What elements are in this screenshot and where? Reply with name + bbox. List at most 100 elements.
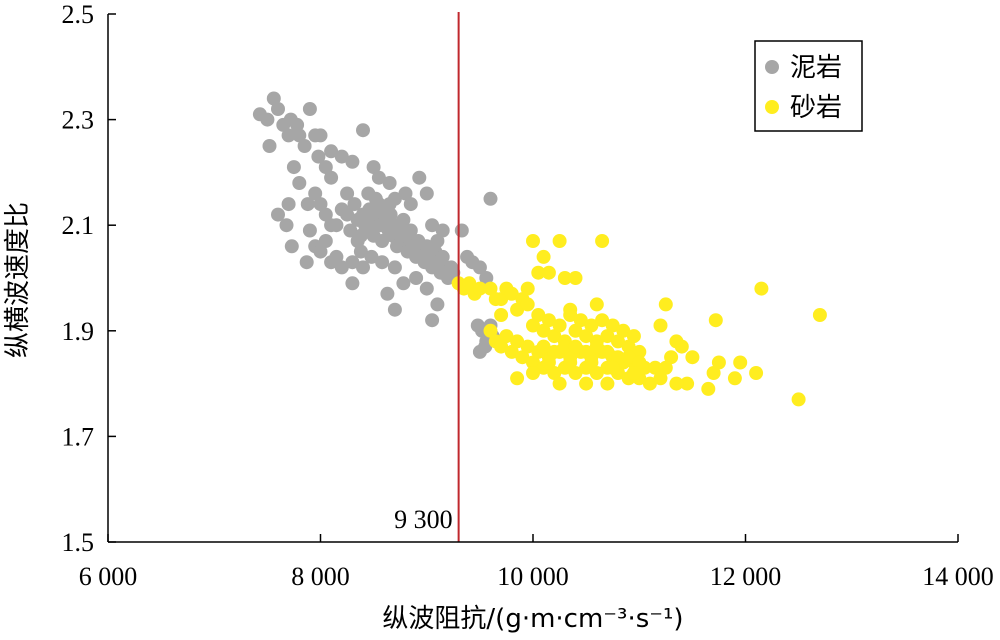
mudstone-point [387, 260, 402, 275]
mudstone-point [297, 139, 312, 153]
mudstone-point [334, 149, 349, 164]
sandstone-point [568, 366, 583, 380]
mudstone-point [396, 276, 411, 291]
sandstone-point [563, 302, 578, 317]
sandstone-point [520, 297, 535, 312]
mudstone-point [478, 339, 493, 354]
mudstone-point [300, 197, 315, 212]
mudstone-point [454, 223, 469, 238]
sandstone-point [664, 350, 679, 365]
sandstone-point [708, 313, 723, 328]
mudstone-point [286, 160, 301, 175]
mudstone-point [396, 212, 411, 227]
mudstone-point [350, 234, 365, 248]
sandstone-point [547, 329, 562, 344]
sandstone-point [626, 329, 641, 344]
mudstone-point [446, 265, 461, 280]
x-tick-label: 14 000 [922, 562, 994, 591]
sandstone-point [669, 376, 684, 391]
y-tick-label: 1.7 [62, 422, 95, 451]
y-tick-label: 1.9 [62, 317, 95, 346]
sandstone-point [658, 297, 673, 312]
sandstone-point [526, 366, 540, 380]
mudstone-point [340, 207, 355, 222]
mudstone-point [353, 244, 368, 259]
mudstone-point [403, 223, 418, 238]
sandstone-point [494, 308, 509, 322]
mudstone-point [281, 128, 296, 143]
mudstone-point [302, 102, 317, 116]
mudstone-point [371, 197, 386, 212]
sandstone-point [510, 334, 525, 349]
sandstone-point [504, 344, 519, 359]
sandstone-point [483, 281, 498, 296]
x-ticks: 6 000 8 000 10 000 12 000 14 000 [79, 534, 994, 591]
mudstone-point [366, 160, 381, 175]
sandstone-point [621, 350, 636, 365]
sandstone-point [510, 302, 525, 317]
sandstone-point [727, 371, 742, 386]
mudstone-point [299, 255, 314, 270]
x-tick-label: 12 000 [710, 562, 782, 591]
sandstone-point [552, 234, 567, 248]
mudstone-point [345, 255, 360, 270]
sandstone-point [526, 318, 540, 333]
mudstone-point [313, 197, 328, 212]
y-tick-label: 2.3 [62, 106, 95, 135]
sandstone-point [600, 344, 615, 359]
mudstone-point [266, 91, 281, 106]
x-tick-label: 10 000 [497, 562, 569, 591]
sandstone-point [541, 313, 556, 328]
sandstone-point [573, 313, 588, 328]
sandstone-point [653, 371, 668, 386]
sandstone-point [685, 350, 700, 365]
sandstone-point [515, 350, 530, 365]
mudstone-point [472, 260, 487, 275]
mudstone-point [398, 186, 413, 201]
sandstone-point [653, 318, 668, 333]
mudstone-point [479, 271, 494, 285]
sandstone-point [595, 234, 610, 248]
sandstone-point [579, 329, 594, 344]
sandstone-point [536, 249, 551, 264]
mudstone-point [425, 218, 440, 233]
sandstone-point [552, 318, 567, 333]
sandstone-point [632, 355, 647, 370]
mudstone-point [329, 249, 344, 264]
y-tick-label: 2.1 [62, 211, 95, 240]
sandstone-point [531, 265, 546, 280]
mudstone-point [380, 286, 395, 301]
sandstone-point [616, 323, 631, 338]
sandstone-point [557, 271, 572, 285]
sandstone-point [595, 313, 610, 328]
sandstone-point [536, 339, 551, 354]
legend-label-mudstone: 泥岩 [790, 53, 842, 83]
sandstone-point [791, 392, 806, 407]
sandstone-point [552, 376, 567, 391]
sandstone-point [584, 355, 599, 370]
mudstone-point [343, 223, 358, 238]
sandstone-point [499, 329, 514, 344]
legend-label-sandstone: 砂岩 [790, 93, 842, 123]
sandstone-point [754, 281, 769, 296]
mudstone-point [281, 197, 296, 212]
y-tick-label: 2.5 [62, 0, 95, 29]
sandstone-point [589, 366, 604, 380]
mudstone-point [334, 260, 349, 275]
sandstone-point [749, 366, 764, 380]
sandstone-point [541, 355, 556, 370]
mudstone-point [409, 271, 424, 285]
mudstone-point [318, 207, 333, 222]
mudstone-point [329, 218, 344, 233]
mudstone-point [313, 244, 328, 259]
x-axis-title: 纵波阻抗/(g·m·cm⁻³·s⁻¹) [382, 604, 683, 634]
mudstone-point [302, 223, 317, 238]
mudstone-point [403, 197, 418, 212]
mudstone-point [419, 281, 434, 296]
sandstone-point [579, 376, 594, 391]
sandstone-point [557, 339, 572, 354]
sandstone-point [589, 297, 604, 312]
sandstone-point [547, 344, 562, 359]
mudstone-point [387, 302, 402, 317]
